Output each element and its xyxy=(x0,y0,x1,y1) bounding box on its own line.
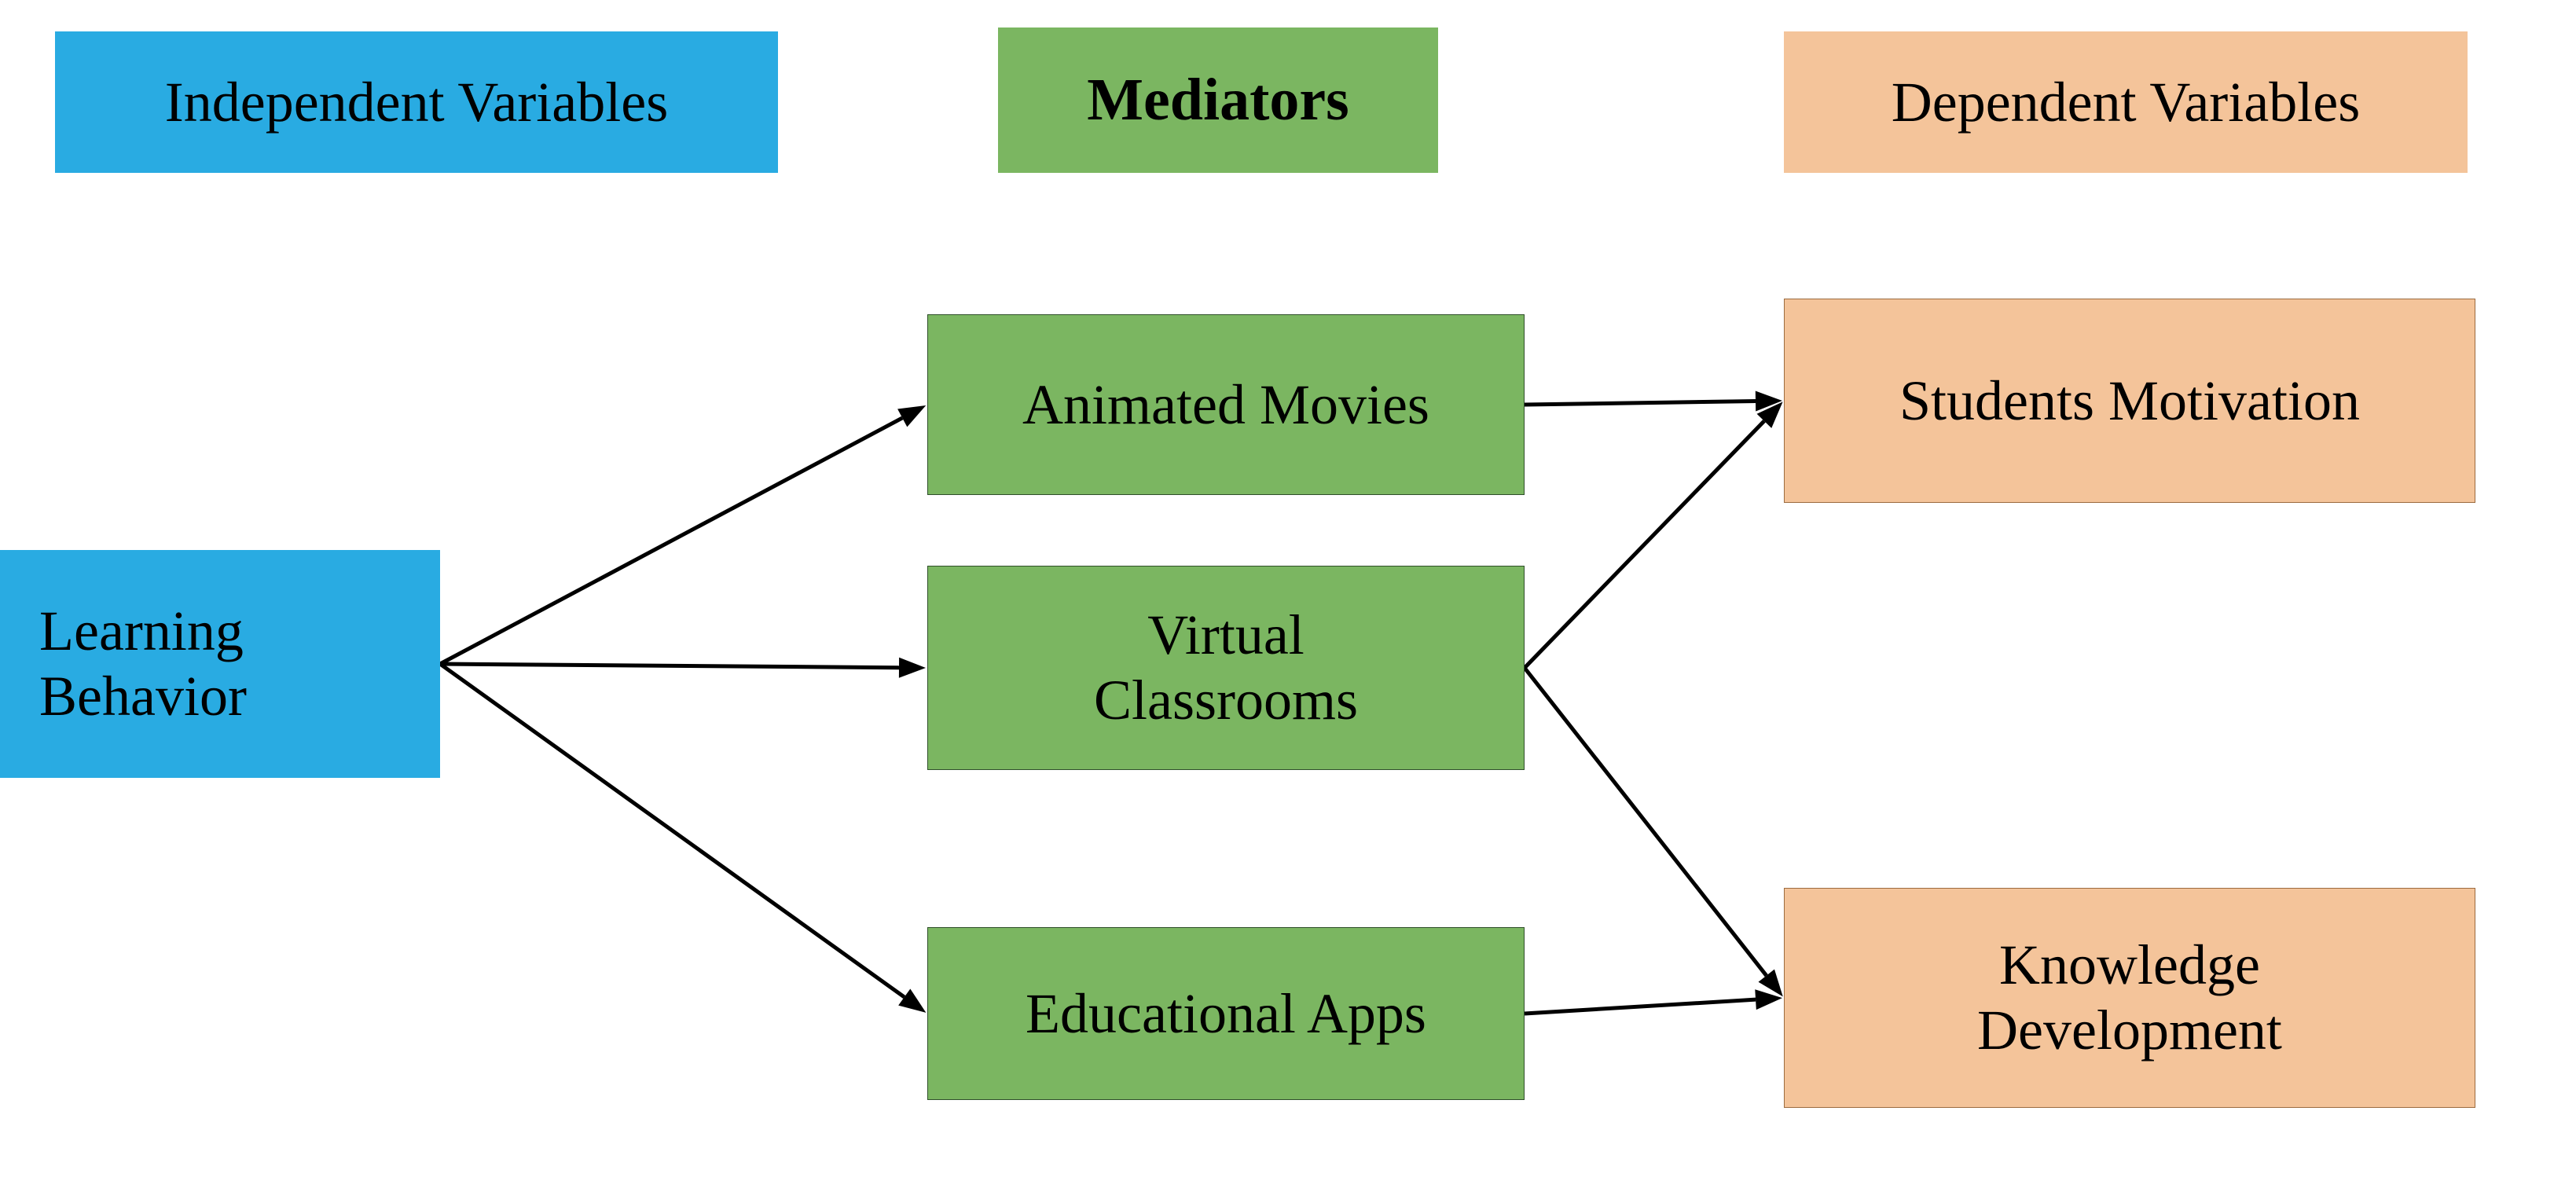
diagram-stage: Independent Variables Mediators Dependent … xyxy=(0,0,2576,1199)
edge-line xyxy=(440,664,905,997)
edge-arrowhead xyxy=(899,658,926,678)
node-hdr-dependent: Dependent Variables xyxy=(1784,31,2468,173)
node-label: Animated Movies xyxy=(1022,372,1429,438)
edge-arrowhead xyxy=(1756,391,1782,412)
node-label: Mediators xyxy=(1087,66,1349,134)
node-label: Virtual Classrooms xyxy=(1094,603,1358,733)
edge-arrowhead xyxy=(898,988,926,1012)
edge-line xyxy=(1525,421,1764,668)
node-hdr-independent: Independent Variables xyxy=(55,31,778,173)
node-label: Dependent Variables xyxy=(1892,70,2360,135)
edge-arrowhead xyxy=(897,405,926,427)
edge-line xyxy=(1525,402,1756,405)
edge-line xyxy=(1525,668,1767,976)
edge-arrowhead xyxy=(1757,402,1783,427)
node-knowledge-development: Knowledge Development xyxy=(1784,888,2475,1108)
edge-line xyxy=(440,418,902,664)
node-virtual-classrooms: Virtual Classrooms xyxy=(927,566,1525,770)
edge-arrowhead xyxy=(1755,989,1782,1010)
node-label: Learning Behavior xyxy=(39,599,247,729)
node-label: Students Motivation xyxy=(1899,368,2360,434)
edge-line xyxy=(1525,999,1756,1014)
edge-arrowhead xyxy=(1759,970,1783,997)
edge-line xyxy=(440,664,899,668)
node-label: Knowledge Development xyxy=(1977,933,2282,1063)
node-animated-movies: Animated Movies xyxy=(927,314,1525,495)
node-hdr-mediators: Mediators xyxy=(998,28,1438,173)
node-learning-behavior: Learning Behavior xyxy=(0,550,440,778)
node-label: Educational Apps xyxy=(1026,981,1426,1047)
node-label: Independent Variables xyxy=(165,70,668,135)
node-students-motivation: Students Motivation xyxy=(1784,299,2475,503)
node-educational-apps: Educational Apps xyxy=(927,927,1525,1100)
